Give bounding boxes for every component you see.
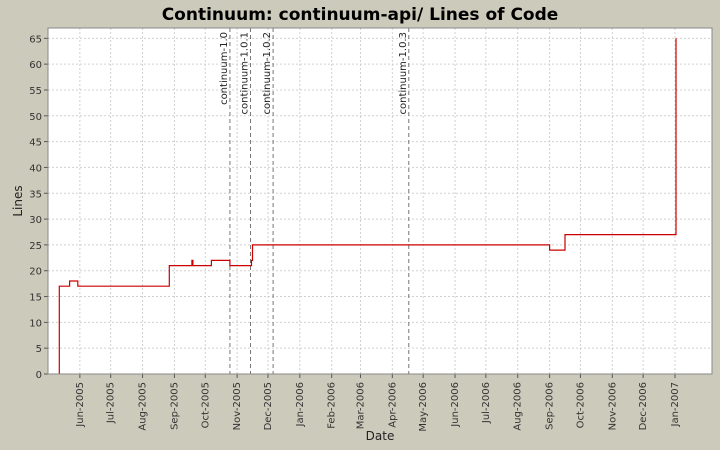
y-tick-label: 5 (36, 344, 42, 355)
x-axis-label: Date (366, 429, 395, 443)
release-marker-label: continuum-1.0.2 (262, 32, 273, 114)
y-tick-label: 35 (29, 189, 42, 200)
x-tick-label: Jun-2005 (75, 382, 86, 428)
y-tick-label: 20 (29, 267, 42, 278)
release-marker-label: continuum-1.0.1 (239, 32, 250, 114)
y-tick-label: 45 (29, 138, 42, 149)
y-tick-label: 25 (29, 241, 42, 252)
y-tick-label: 65 (29, 34, 42, 45)
y-tick-label: 15 (29, 293, 42, 304)
plot-area (48, 28, 712, 374)
x-tick-label: Dec-2006 (638, 382, 649, 430)
y-tick-label: 60 (29, 60, 42, 71)
x-tick-label: Feb-2006 (327, 382, 338, 429)
plot-border (47, 27, 713, 375)
x-tick-label: Jul-2006 (481, 382, 492, 424)
x-tick-label: Aug-2006 (513, 382, 524, 431)
chart-title: Continuum: continuum-api/ Lines of Code (162, 5, 559, 25)
x-tick-label: Jan-2006 (295, 382, 306, 427)
y-tick-label: 50 (29, 112, 42, 123)
x-tick-label: Apr-2006 (387, 382, 398, 428)
x-tick-label: Oct-2006 (575, 382, 586, 428)
x-tick-label: Sep-2005 (169, 382, 180, 430)
y-tick-label: 10 (29, 318, 42, 329)
x-tick-label: Dec-2005 (263, 382, 274, 430)
release-marker-label: continuum-1.0.3 (398, 32, 409, 114)
x-tick-label: Nov-2005 (232, 382, 243, 430)
series-line (58, 38, 677, 374)
x-tick-label: Aug-2005 (138, 382, 149, 431)
x-tick-label: Nov-2006 (607, 382, 618, 430)
x-tick-label: Mar-2006 (355, 382, 366, 429)
y-tick-label: 40 (29, 163, 42, 174)
x-tick-label: Oct-2005 (200, 382, 211, 428)
release-marker-label: continuum-1.0 (219, 32, 230, 105)
x-tick-label: May-2006 (418, 382, 429, 432)
y-tick-label: 30 (29, 215, 42, 226)
x-tick-label: Jul-2005 (106, 382, 117, 424)
x-tick-label: Jan-2007 (670, 382, 681, 427)
y-tick-label: 55 (29, 86, 42, 97)
x-tick-label: Sep-2006 (545, 382, 556, 430)
y-axis-label: Lines (11, 185, 25, 216)
y-tick-label: 0 (36, 370, 42, 381)
x-tick-label: Jun-2006 (450, 382, 461, 428)
